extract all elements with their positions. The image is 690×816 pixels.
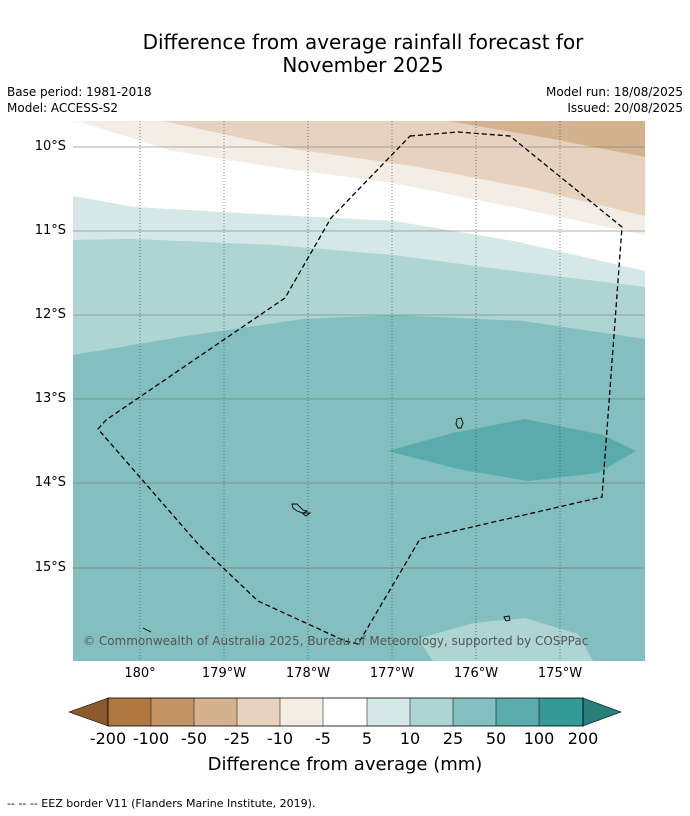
colorbar-swatch-2 [151, 698, 194, 726]
zone-minus5-5-lower [73, 121, 645, 271]
issued-text: Issued: 20/08/2025 [567, 101, 683, 115]
zone-10-25-south [418, 618, 593, 661]
base-period-text: Base period: 1981-2018 [7, 85, 152, 99]
zone-50-100 [387, 419, 636, 481]
colorbar-title: Difference from average (mm) [207, 754, 483, 775]
zone-10-25 [73, 239, 645, 355]
lat-label-12s: 12°S [34, 307, 66, 322]
meta-left: Base period: 1981-2018 Model: ACCESS-S2 [7, 84, 152, 116]
colorbar-label-50: 50 [485, 729, 507, 748]
copyright-notice: © Commonwealth of Australia 2025, Bureau… [83, 634, 589, 648]
colorbar-label-minus50: -50 [180, 729, 208, 748]
zone-minus25-minus10 [163, 121, 645, 216]
meta-right: Model run: 18/08/2025 Issued: 20/08/2025 [546, 84, 683, 116]
lon-label-178w: 178°W [285, 666, 331, 681]
eez-border [97, 131, 623, 645]
lat-label-13s: 13°S [34, 391, 66, 406]
lon-label-179w: 179°W [201, 666, 247, 681]
lat-label-11s: 11°S [34, 223, 66, 238]
eez-footnote: -- -- -- EEZ border V11 (Flanders Marine… [7, 797, 316, 810]
lon-label-175w: 175°W [537, 666, 583, 681]
lon-label-177w: 177°W [369, 666, 415, 681]
island-4 [503, 615, 511, 622]
colorbar-swatch-6 [323, 698, 367, 726]
colorbar-swatch-3 [194, 698, 237, 726]
colorbar-swatch-9 [453, 698, 496, 726]
map-canvas [73, 121, 645, 661]
lon-label-180: 180° [124, 666, 156, 681]
colorbar-label-100: 100 [523, 729, 555, 748]
colorbar-swatch-8 [410, 698, 453, 726]
colorbar-swatch-4 [237, 698, 280, 726]
lon-label-176w: 176°W [453, 666, 499, 681]
colorbar-swatch-11 [539, 698, 583, 726]
colorbar-swatch-10 [496, 698, 539, 726]
lat-label-14s: 14°S [34, 475, 66, 490]
colorbar-swatch-5 [280, 698, 323, 726]
colorbar-label-minus10: -10 [266, 729, 294, 748]
colorbar [68, 697, 622, 727]
island-3 [300, 512, 312, 517]
title-line-2: November 2025 [282, 53, 444, 77]
colorbar-label-minus5: -5 [315, 729, 331, 748]
colorbar-frame [107, 697, 584, 727]
title-line-1: Difference from average rainfall forecas… [142, 30, 584, 54]
island-5 [142, 627, 152, 633]
colorbar-label-minus25: -25 [223, 729, 251, 748]
colorbar-dividers [150, 698, 540, 726]
rainfall-map[interactable] [73, 121, 645, 661]
colorbar-label-5: 5 [361, 729, 373, 748]
colorbar-swatch-1 [108, 698, 151, 726]
zone-5-10 [73, 196, 645, 287]
grid-lines-lon [139, 121, 561, 661]
zone-minus50-minus25 [448, 121, 645, 157]
model-run-text: Model run: 18/08/2025 [545, 85, 683, 99]
grid-lines [73, 146, 645, 569]
map-title: Difference from average rainfall forecas… [0, 31, 690, 77]
colorbar-label-25: 25 [442, 729, 464, 748]
colorbar-label-10: 10 [399, 729, 421, 748]
model-text: Model: ACCESS-S2 [7, 101, 119, 115]
colorbar-arrow-left [68, 697, 109, 727]
island-1 [455, 417, 464, 429]
colorbar-label-minus200: -200 [89, 729, 127, 748]
island-2 [291, 503, 309, 514]
colorbar-label-200: 200 [567, 729, 599, 748]
colorbar-arrow-right [582, 697, 622, 727]
colorbar-swatch-7 [367, 698, 410, 726]
colorbar-label-minus100: -100 [132, 729, 170, 748]
lat-label-15s: 15°S [34, 560, 66, 575]
lat-label-10s: 10°S [34, 139, 66, 154]
